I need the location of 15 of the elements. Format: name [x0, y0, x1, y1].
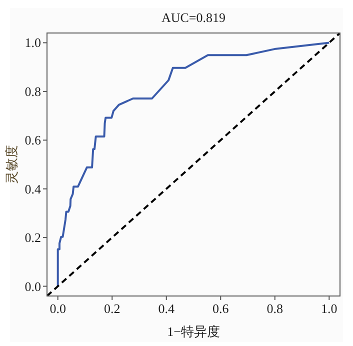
y-tick-label: 0.8: [24, 84, 41, 99]
y-tick-label: 0.4: [24, 181, 42, 196]
chart-title: AUC=0.819: [161, 10, 226, 25]
y-tick-label: 0.6: [24, 132, 42, 148]
x-tick-label: 0.4: [158, 301, 175, 316]
y-tick-label: 0.0: [24, 278, 41, 294]
x-tick-label: 0.6: [212, 301, 230, 316]
y-axis-title: 灵敏度: [4, 145, 19, 184]
y-tick-label: 1.0: [24, 35, 41, 50]
x-tick-label: 0.2: [104, 301, 120, 316]
x-tick-label: 0.8: [266, 301, 284, 316]
x-tick-label: 0.0: [50, 301, 66, 316]
x-axis-title: 1−特异度: [167, 324, 220, 339]
y-tick-label: 0.2: [24, 230, 41, 246]
x-tick-label: 1.0: [321, 301, 338, 316]
